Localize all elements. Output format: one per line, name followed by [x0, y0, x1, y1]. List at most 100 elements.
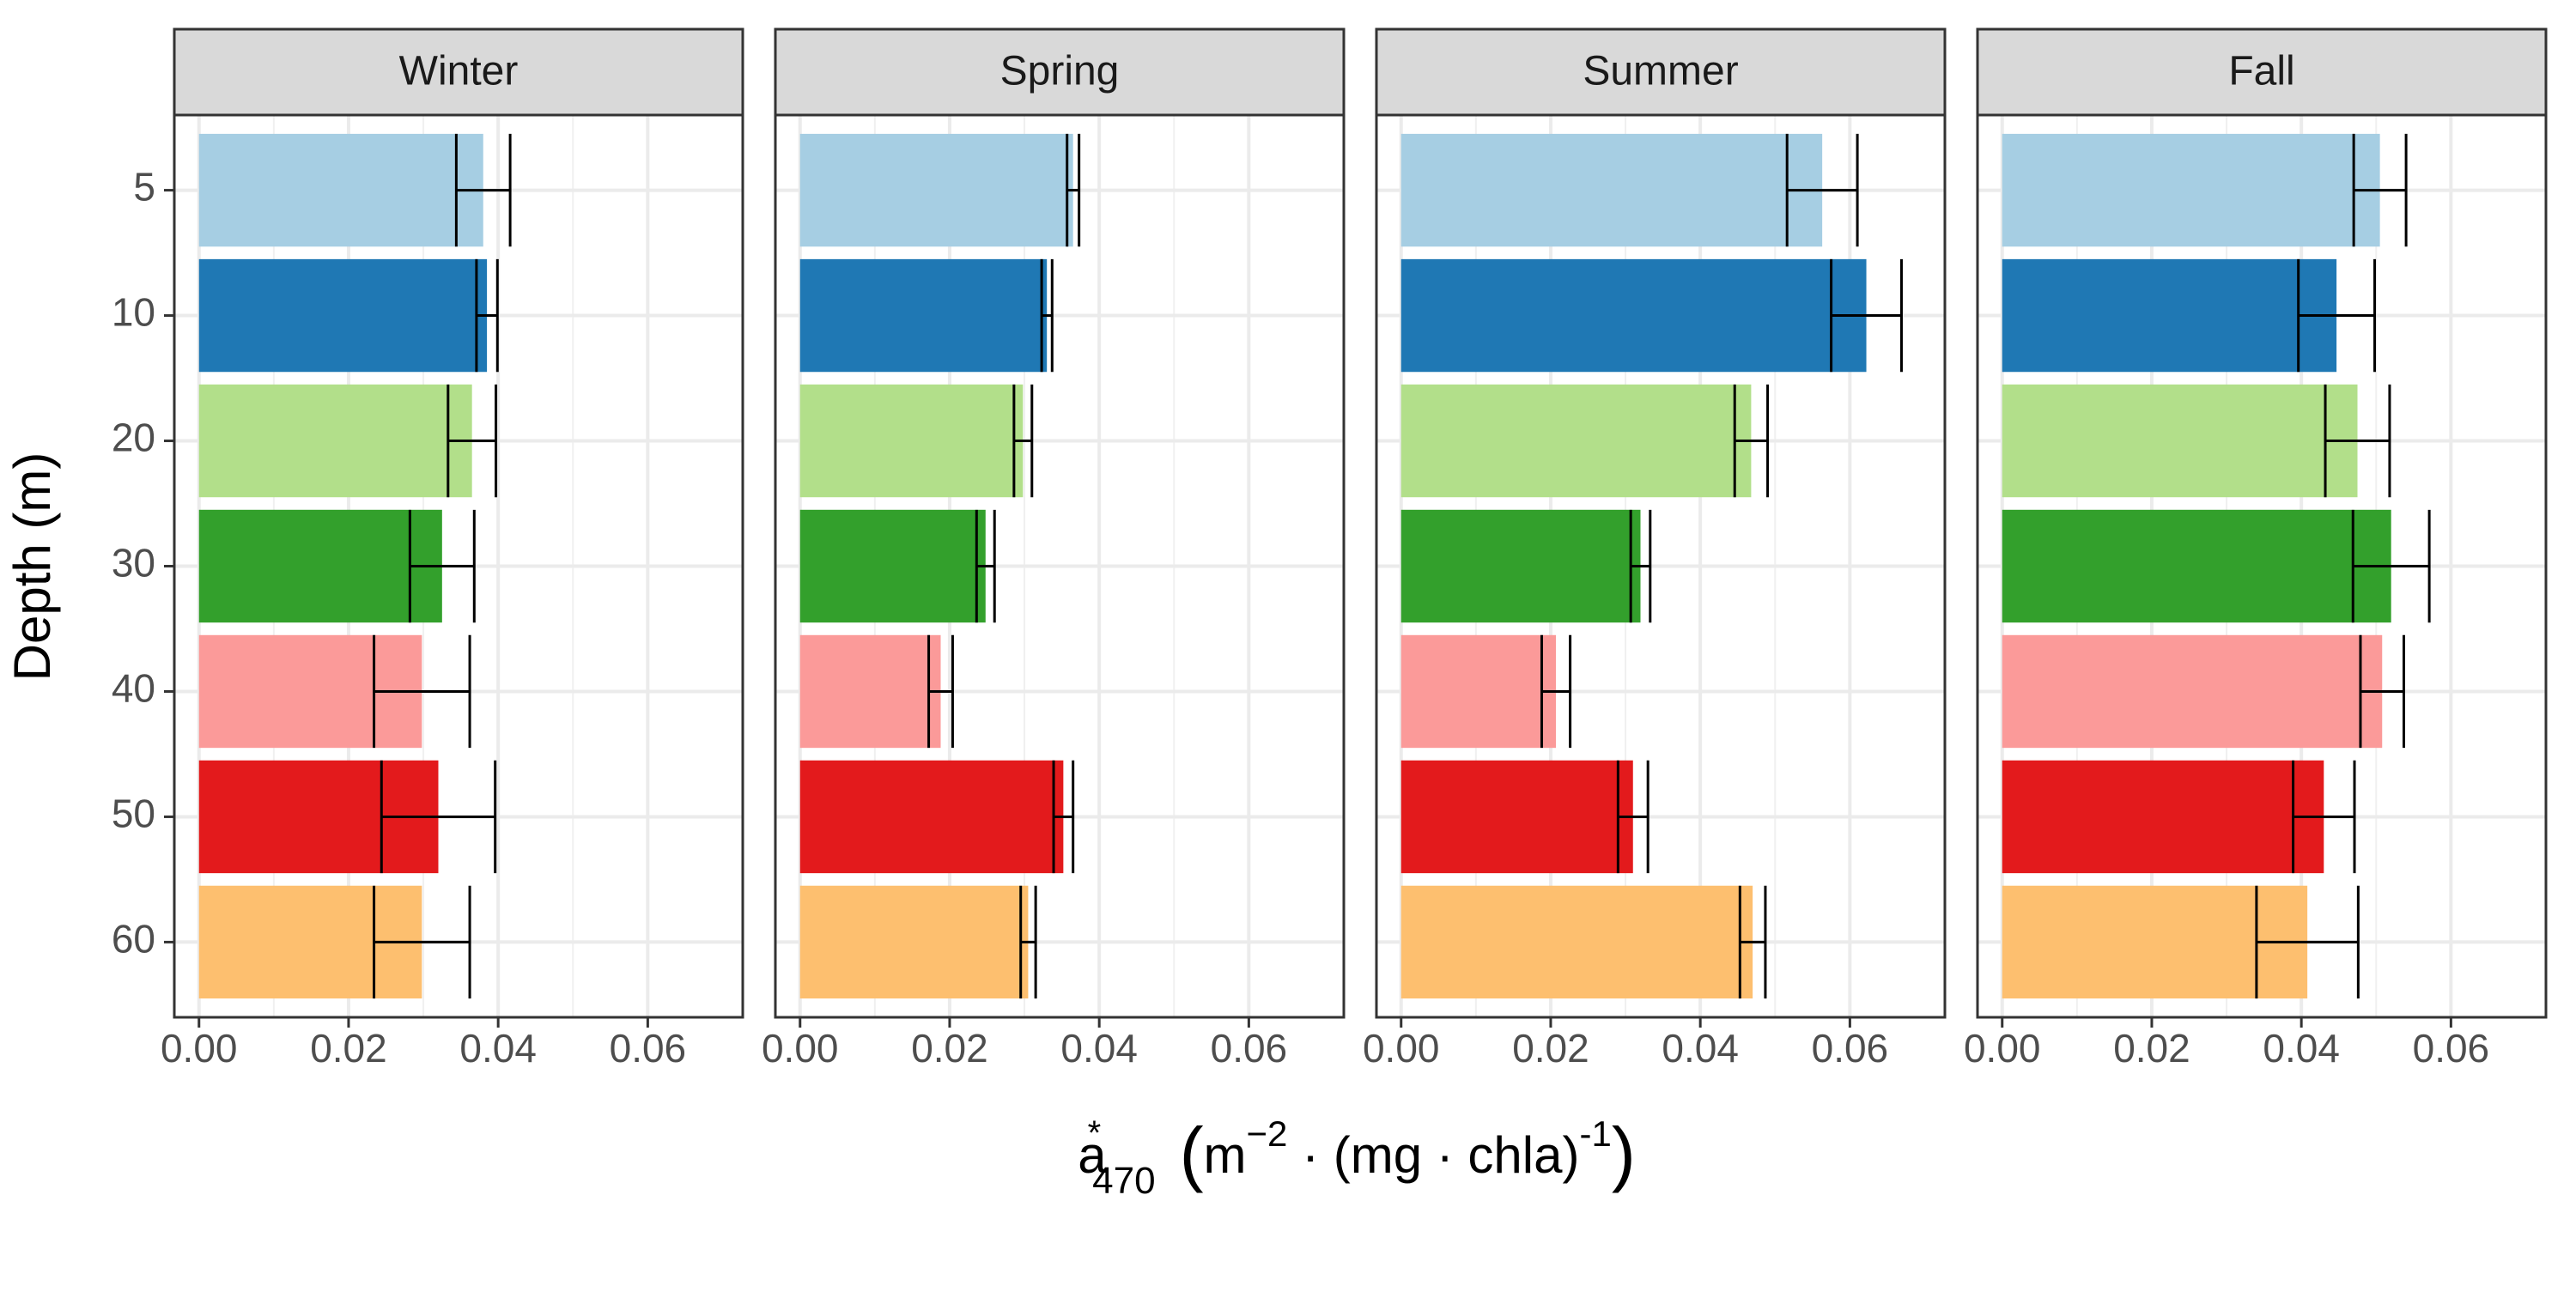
error-bar-30m — [2351, 509, 2431, 623]
y-tick-label: 10 — [112, 290, 155, 335]
x-tick-label: 0.00 — [1964, 1026, 2041, 1071]
bar-5m — [198, 133, 483, 247]
error-bar-30m — [1629, 509, 1652, 623]
panel-winter: Winter 0.00 0.02 0.04 0.06 — [161, 27, 744, 1071]
error-bar-40m — [1540, 634, 1572, 749]
facet-strip — [173, 27, 744, 117]
x-tick-label: 0.02 — [911, 1026, 988, 1071]
error-bar-50m — [1616, 760, 1649, 874]
bar-5m — [2002, 133, 2380, 247]
x-tick-label: 0.02 — [2113, 1026, 2190, 1071]
facet-strip-label: Fall — [2228, 49, 2294, 94]
bar-40m — [2002, 634, 2383, 749]
error-bar-60m — [2255, 885, 2360, 999]
y-axis: 5 10 20 30 40 50 60 — [112, 165, 174, 961]
error-bar-10m — [475, 258, 499, 373]
error-bar-20m — [2324, 384, 2391, 498]
facet-strip — [1976, 27, 2548, 117]
facet-strip-label: Spring — [1000, 49, 1120, 94]
x-tick-label: 0.00 — [161, 1026, 238, 1071]
bar-30m — [799, 509, 986, 623]
bar-20m — [2002, 384, 2358, 498]
x-axis-title-unit-exp: -1 — [1579, 1113, 1611, 1154]
bar-10m — [1400, 258, 1867, 373]
bar-30m — [2002, 509, 2391, 623]
bar-5m — [1400, 133, 1823, 247]
bar-5m — [799, 133, 1073, 247]
x-tick-label: 0.06 — [610, 1026, 687, 1071]
x-tick-label: 0.04 — [1662, 1026, 1739, 1071]
y-tick-label: 5 — [133, 165, 155, 209]
bar-10m — [198, 258, 488, 373]
error-bar-5m — [1785, 133, 1859, 247]
y-tick-label: 30 — [112, 541, 155, 585]
facet-strip-label: Summer — [1583, 49, 1738, 94]
error-bar-50m — [2292, 760, 2356, 874]
error-bar-20m — [447, 384, 498, 498]
bar-20m — [799, 384, 1024, 498]
y-tick-label: 20 — [112, 416, 155, 460]
y-tick-label: 40 — [112, 666, 155, 711]
y-axis-title: Depth (m) — [3, 452, 61, 682]
bar-10m — [799, 258, 1048, 373]
error-bar-20m — [1733, 384, 1770, 498]
error-bar-5m — [2352, 133, 2408, 247]
panel-border — [1375, 113, 1947, 1019]
bar-50m — [799, 760, 1064, 874]
bar-40m — [1400, 634, 1557, 749]
panel-fall: Fall 0.00 0.02 0.04 0.06 — [1964, 27, 2548, 1071]
bar-50m — [2002, 760, 2324, 874]
x-axis-title: a* 470 (m−2 · (mg · chla)-1) — [1078, 1113, 1636, 1201]
error-bar-50m — [1052, 760, 1075, 874]
bar-30m — [1400, 509, 1641, 623]
x-axis-title-paren-close: ) — [1612, 1113, 1636, 1193]
error-bar-40m — [927, 634, 954, 749]
facet-strip — [774, 27, 1346, 117]
bar-20m — [1400, 384, 1752, 498]
error-bar-40m — [373, 634, 471, 749]
x-tick-label: 0.02 — [310, 1026, 387, 1071]
error-bar-5m — [1066, 133, 1081, 247]
error-bar-60m — [1019, 885, 1037, 999]
error-bar-30m — [408, 509, 476, 623]
x-axis-title-unit-m-exp: −2 — [1247, 1113, 1288, 1154]
error-bar-10m — [1040, 258, 1054, 373]
bar-30m — [198, 509, 442, 623]
bar-40m — [799, 634, 941, 749]
x-axis-title-subscript: 470 — [1092, 1160, 1155, 1202]
x-tick-label: 0.04 — [2263, 1026, 2340, 1071]
x-axis-title-unit-middle: · (mg · chla) — [1287, 1126, 1579, 1184]
error-bar-5m — [454, 133, 512, 247]
error-bar-20m — [1012, 384, 1034, 498]
x-tick-label: 0.06 — [2413, 1026, 2490, 1071]
facet-strip-label: Winter — [399, 49, 519, 94]
x-tick-label: 0.04 — [459, 1026, 537, 1071]
x-axis-title-base: a — [1078, 1126, 1107, 1184]
panel-spring: Spring 0.00 0.02 0.04 0.06 — [762, 27, 1346, 1071]
error-bar-60m — [1738, 885, 1767, 999]
x-tick-label: 0.06 — [1211, 1026, 1288, 1071]
bar-60m — [1400, 885, 1753, 999]
error-bar-50m — [380, 760, 497, 874]
error-bar-10m — [2297, 258, 2377, 373]
panel-summer: Summer 0.00 0.02 0.04 0.06 — [1363, 27, 1947, 1071]
x-axis-title-paren-open: ( — [1180, 1113, 1204, 1193]
x-axis-title-unit-m: m — [1204, 1126, 1247, 1184]
y-tick-label: 60 — [112, 917, 155, 961]
error-bar-40m — [2359, 634, 2405, 749]
facet-strip — [1375, 27, 1947, 117]
x-tick-label: 0.06 — [1812, 1026, 1889, 1071]
panel-border — [774, 113, 1346, 1019]
y-tick-label: 50 — [112, 792, 155, 836]
x-tick-label: 0.00 — [762, 1026, 839, 1071]
error-bar-10m — [1830, 258, 1903, 373]
bar-50m — [1400, 760, 1633, 874]
error-bar-60m — [373, 885, 471, 999]
bar-20m — [198, 384, 472, 498]
bar-10m — [2002, 258, 2337, 373]
x-tick-label: 0.02 — [1512, 1026, 1589, 1071]
bar-60m — [799, 885, 1029, 999]
x-axis-title-superscript: * — [1088, 1114, 1102, 1152]
